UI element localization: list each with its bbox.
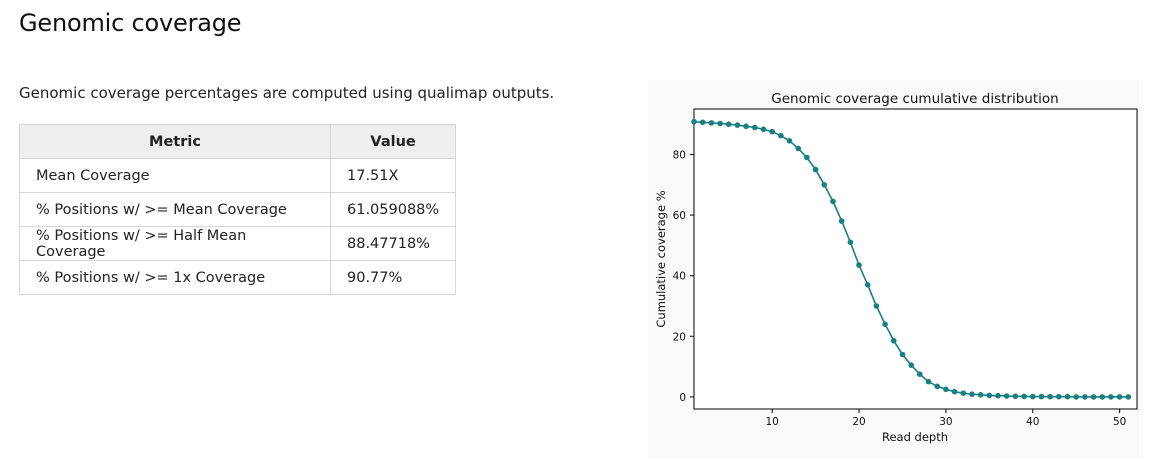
value-cell: 61.059088% (329, 192, 457, 227)
data-point (760, 126, 767, 133)
data-point (951, 388, 958, 395)
data-point (882, 321, 888, 327)
data-point (1108, 394, 1114, 400)
data-point (804, 154, 810, 161)
x-tick-label: 50 (1113, 416, 1126, 428)
coverage-chart: Genomic coverage cumulative distribution… (654, 91, 1138, 444)
data-point (943, 386, 949, 393)
data-point (691, 118, 697, 125)
table-row: Mean Coverage 17.51X (19, 158, 457, 193)
data-point (1125, 394, 1132, 400)
data-point (1012, 393, 1019, 400)
data-point (717, 120, 723, 127)
data-point (821, 182, 828, 188)
column-header-value: Value (329, 124, 457, 159)
data-point (995, 392, 1001, 399)
y-tick-label: 60 (673, 210, 686, 222)
data-point (917, 371, 923, 378)
data-point (1047, 393, 1053, 400)
data-point (986, 392, 993, 399)
data-point (1090, 394, 1097, 400)
data-point (1056, 393, 1062, 400)
x-tick-label: 20 (852, 416, 865, 428)
value-cell: 90.77% (329, 260, 457, 295)
data-point (752, 124, 758, 131)
data-point (1038, 393, 1045, 400)
table-row: % Positions w/ >= Mean Coverage 61.05908… (19, 192, 457, 227)
metric-cell: % Positions w/ >= Mean Coverage (19, 192, 331, 227)
data-point (743, 123, 749, 130)
data-point (830, 198, 836, 205)
data-point (1003, 393, 1010, 399)
data-point (847, 239, 854, 246)
data-point (899, 351, 906, 358)
data-point (1099, 394, 1106, 400)
metric-cell: % Positions w/ >= 1x Coverage (19, 260, 331, 295)
page-title: Genomic coverage (19, 9, 242, 37)
data-point (969, 391, 975, 398)
y-tick-label: 40 (673, 271, 686, 283)
data-point (934, 383, 940, 390)
coverage-metrics-table: Metric Value Mean Coverage 17.51X % Posi… (19, 124, 457, 295)
y-tick-label: 20 (673, 331, 686, 343)
chart-title: Genomic coverage cumulative distribution (771, 91, 1058, 107)
chart-panel: Genomic coverage cumulative distribution… (648, 80, 1143, 458)
data-point (960, 390, 967, 397)
data-point (873, 303, 880, 309)
table-row: % Positions w/ >= Half Mean Coverage 88.… (19, 226, 457, 261)
value-cell: 88.47718% (329, 226, 457, 261)
data-point (812, 166, 819, 173)
data-point (734, 122, 741, 128)
plot-frame (693, 108, 1138, 410)
data-point (708, 120, 715, 126)
data-point (864, 282, 871, 288)
data-point (778, 132, 784, 139)
data-point (769, 128, 775, 135)
data-point (1082, 394, 1088, 400)
data-point (725, 121, 732, 127)
table-header-row: Metric Value (19, 124, 457, 159)
y-tick-label: 0 (679, 392, 686, 404)
data-point (1064, 393, 1071, 400)
data-point (856, 262, 862, 268)
data-point (795, 145, 801, 152)
data-point (908, 362, 914, 368)
x-tick-label: 10 (765, 416, 778, 428)
value-cell: 17.51X (329, 158, 457, 193)
column-header-metric: Metric (19, 124, 331, 159)
metric-cell: Mean Coverage (19, 158, 331, 193)
data-point (1030, 393, 1036, 400)
data-point (786, 138, 793, 144)
table-row: % Positions w/ >= 1x Coverage 90.77% (19, 260, 457, 295)
y-tick-label: 80 (673, 149, 686, 161)
data-point (1073, 394, 1079, 400)
data-point (891, 338, 897, 344)
series-group (691, 118, 1132, 400)
x-tick-label: 30 (939, 416, 952, 428)
y-axis-label: Cumulative coverage % (654, 190, 668, 327)
x-tick-label: 40 (1026, 416, 1039, 428)
page-description: Genomic coverage percentages are compute… (19, 84, 555, 102)
data-point (699, 119, 706, 126)
data-point (1116, 394, 1123, 400)
data-point (977, 392, 984, 398)
metric-cell: % Positions w/ >= Half Mean Coverage (19, 226, 331, 261)
data-point (925, 378, 932, 385)
data-point (838, 218, 845, 224)
x-axis-label: Read depth (882, 430, 948, 444)
axis-ticks: 10 20 30 40 50 0 20 40 60 80 (673, 149, 1127, 428)
data-point (1021, 393, 1027, 400)
